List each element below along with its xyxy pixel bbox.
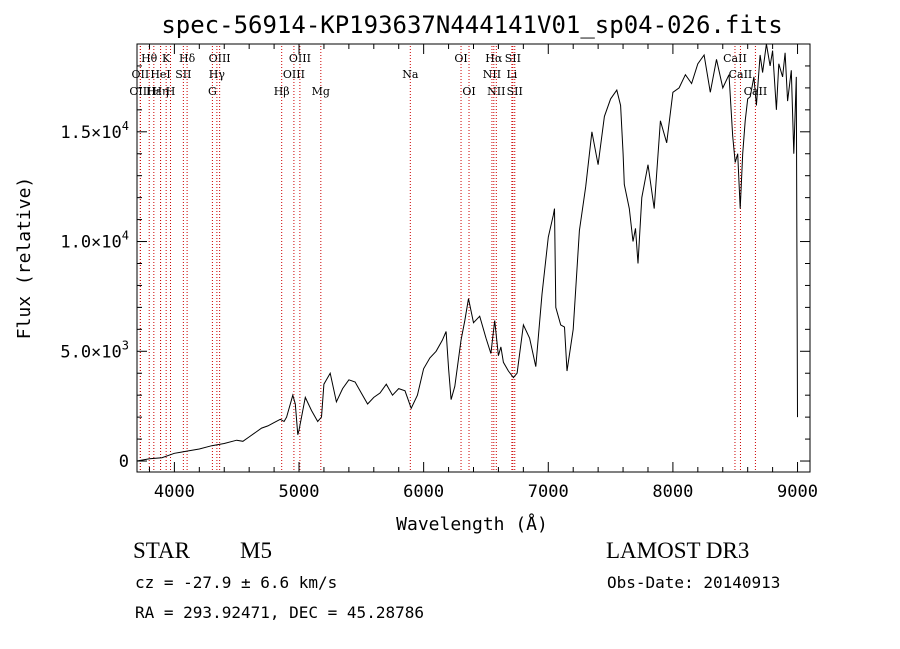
line-label: OIII <box>209 52 231 65</box>
y-tick-label: 5.0×103 <box>60 338 129 362</box>
obs-date: Obs-Date: 20140913 <box>607 573 781 592</box>
line-label: Hδ <box>179 52 196 65</box>
x-tick-label: 6000 <box>403 482 444 502</box>
line-label: CaII <box>729 68 753 81</box>
x-tick-label: 8000 <box>652 482 693 502</box>
line-label: HeI <box>150 68 170 81</box>
y-axis: 0 5.0×103 1.0×104 1.5×104 <box>60 43 810 472</box>
y-tick-label: 0 <box>119 452 129 472</box>
x-axis: 4000 5000 6000 7000 8000 9000 <box>148 44 818 502</box>
x-tick-label: 9000 <box>777 482 818 502</box>
line-label: OII <box>132 68 150 81</box>
y-tick-label: 1.0×104 <box>60 229 129 253</box>
coordinates: RA = 293.92471, DEC = 45.28786 <box>135 603 424 622</box>
spectrum-line <box>136 43 798 462</box>
object-subclass: M5 <box>240 538 272 563</box>
line-label: Hγ <box>209 68 226 81</box>
line-label: G <box>208 85 217 98</box>
line-label: Hε <box>146 85 162 98</box>
y-axis-label: Flux (relative) <box>14 177 35 340</box>
survey-name: LAMOST DR3 <box>606 538 750 563</box>
line-markers <box>139 46 756 472</box>
y-tick-label: 1.5×104 <box>60 119 129 143</box>
line-label: Hα <box>485 52 503 65</box>
line-label: NII <box>483 68 501 81</box>
line-label: OIII <box>289 52 311 65</box>
line-label: SII <box>507 85 523 98</box>
chart-title: spec-56914-KP193637N444141V01_sp04-026.f… <box>161 11 782 39</box>
line-label: OIII <box>129 85 151 98</box>
line-label: H <box>166 85 176 98</box>
object-type: STAR <box>133 538 190 563</box>
line-label: Li <box>506 68 517 81</box>
x-axis-label: Wavelength (Å) <box>396 513 548 535</box>
line-label: OI <box>454 52 467 65</box>
line-label: Hβ <box>274 85 290 98</box>
x-tick-label: 4000 <box>154 482 195 502</box>
line-label: Na <box>402 68 419 81</box>
x-tick-label: 5000 <box>279 482 320 502</box>
line-label: SII <box>175 68 191 81</box>
line-label: CaII <box>723 52 747 65</box>
line-label: NII <box>487 85 505 98</box>
line-label: Hθ <box>141 52 158 65</box>
line-label: SII <box>505 52 521 65</box>
line-label: Hη <box>152 85 168 98</box>
line-label: K <box>162 52 171 65</box>
line-label: OI <box>462 85 475 98</box>
redshift-value: cz = -27.9 ± 6.6 km/s <box>135 573 338 592</box>
line-label: Mg <box>312 85 330 98</box>
line-label: OIII <box>283 68 305 81</box>
plot-frame <box>136 43 811 473</box>
x-tick-label: 7000 <box>528 482 569 502</box>
